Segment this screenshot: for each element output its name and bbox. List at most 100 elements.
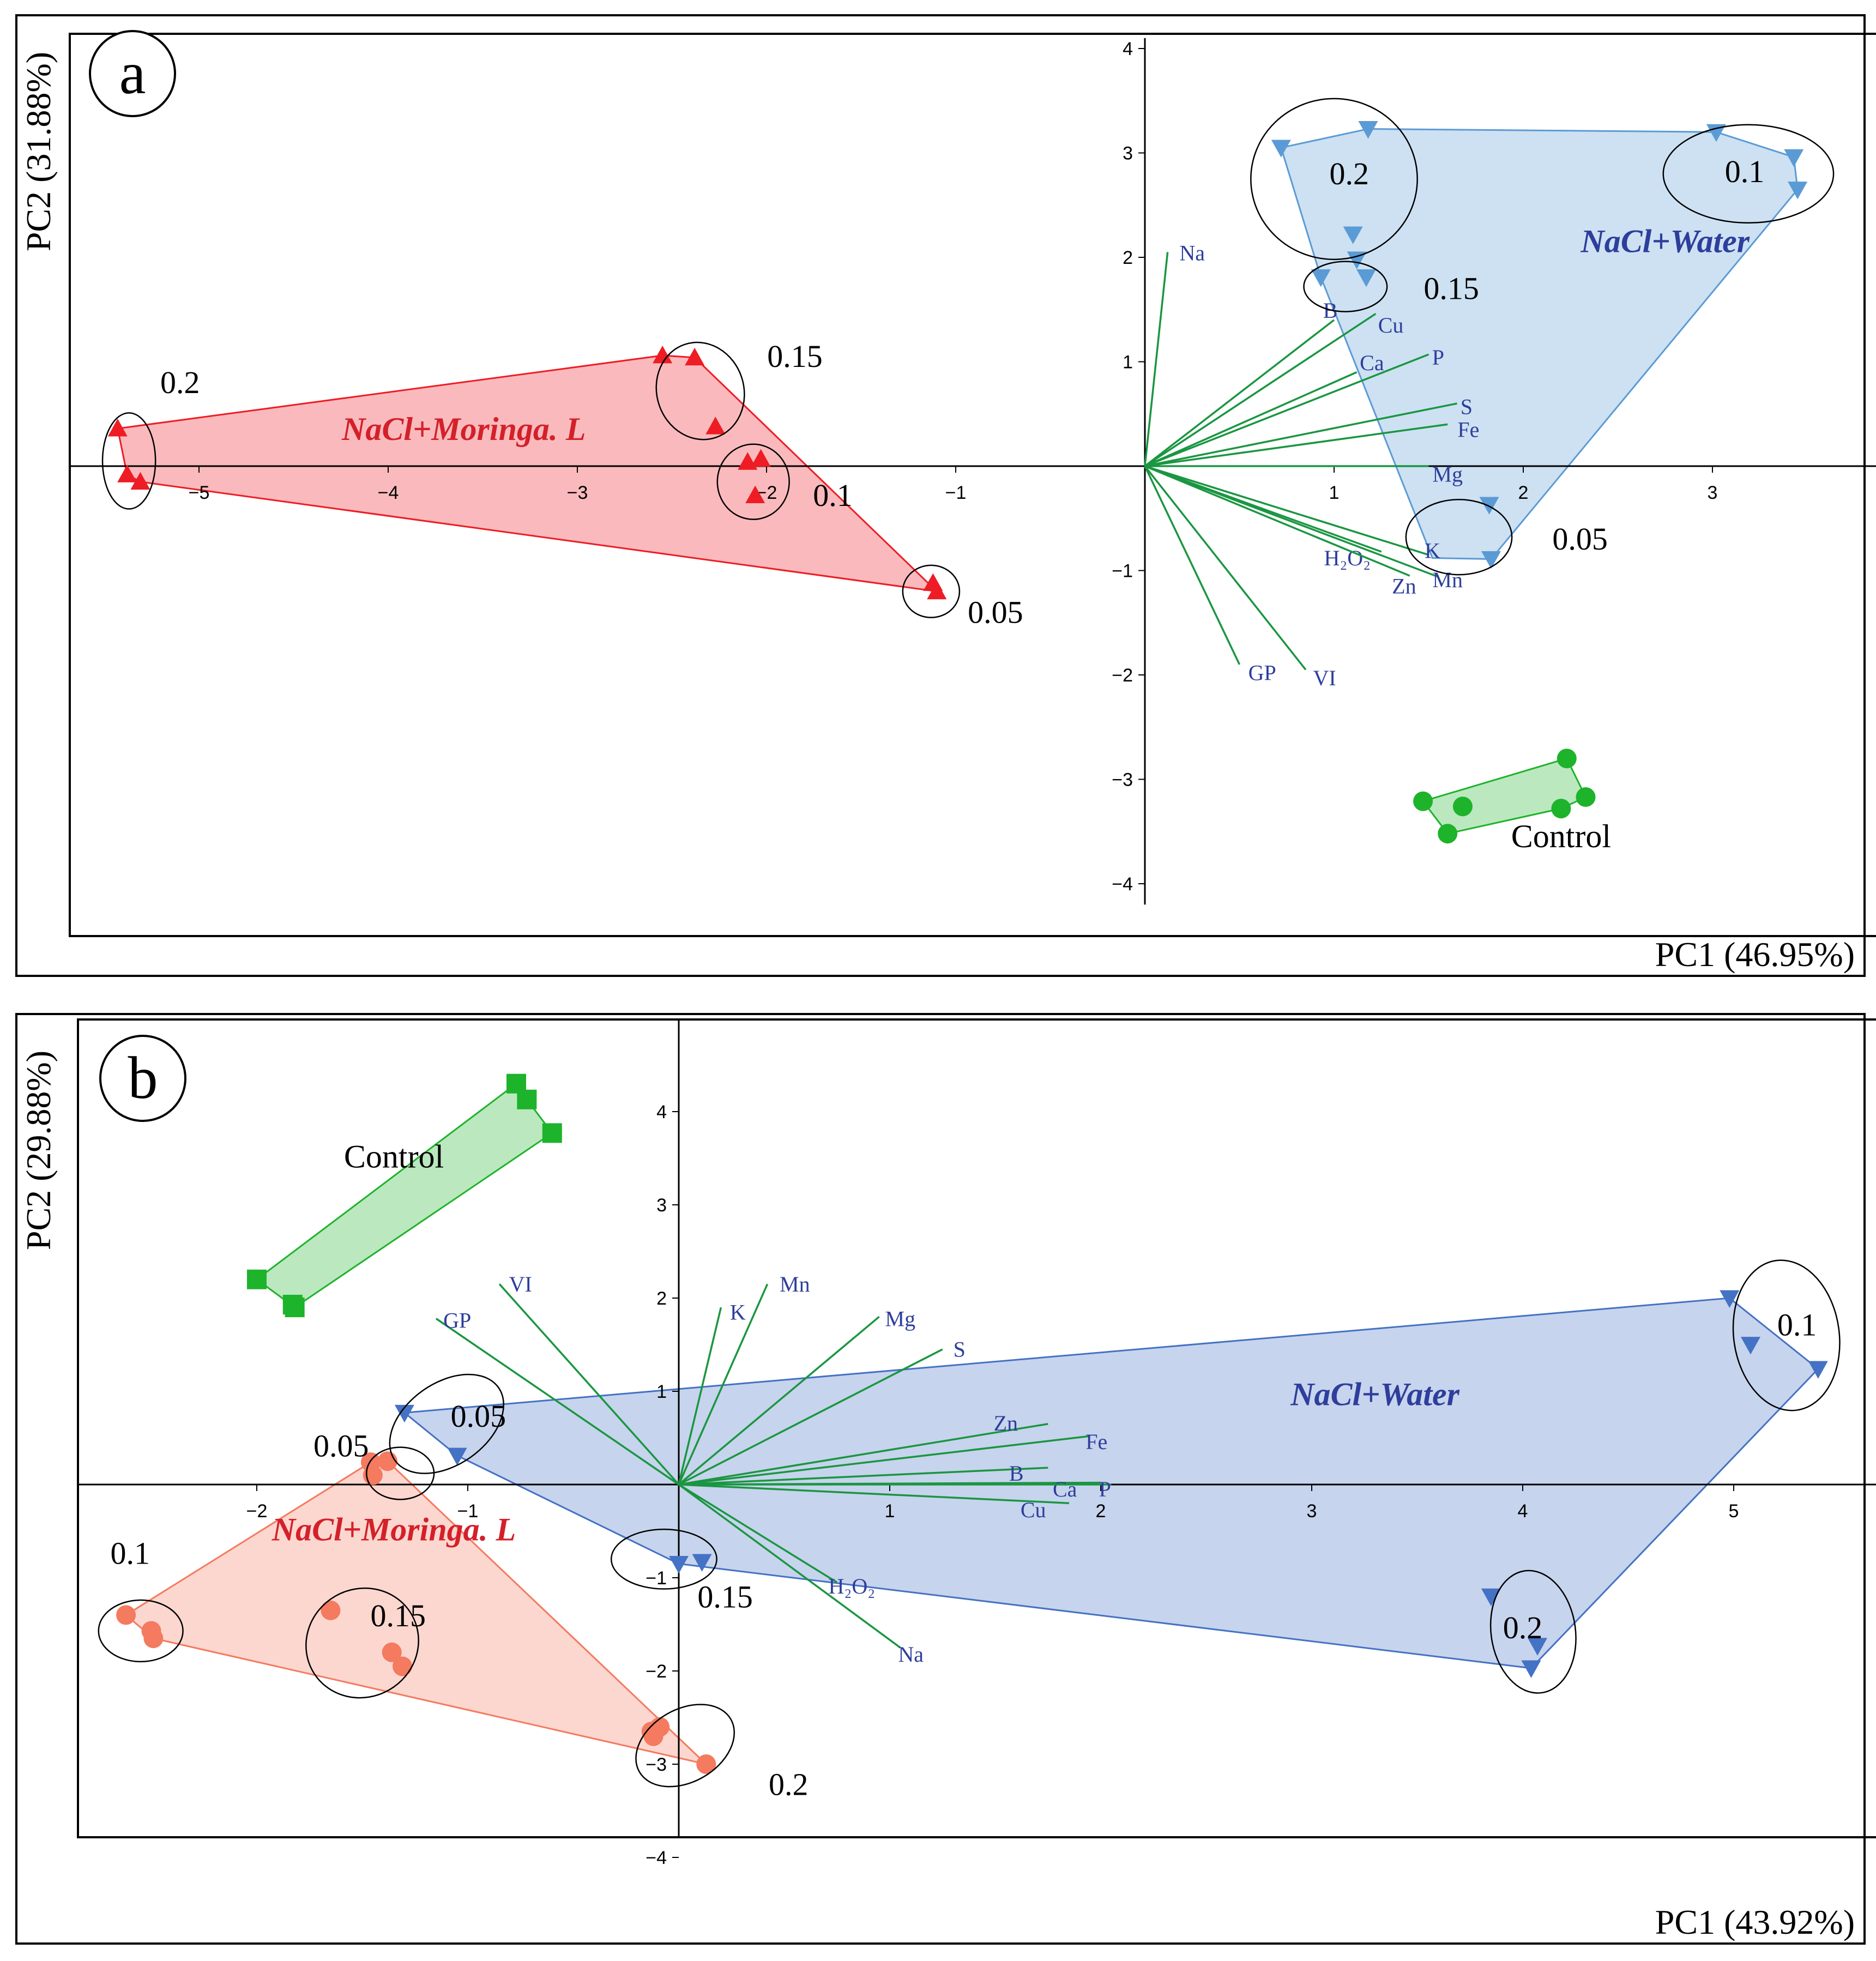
loading-vector — [1144, 465, 1410, 577]
data-point — [1706, 124, 1726, 142]
y-tick-label: 4 — [656, 1102, 667, 1123]
loading-label: S — [1461, 394, 1473, 419]
data-point — [393, 1656, 413, 1676]
hull-nacl-water — [402, 1297, 1820, 1669]
data-point — [116, 1605, 136, 1625]
data-point — [751, 449, 771, 467]
x-tick-label: 1 — [885, 1501, 895, 1522]
loading-label: H₂O₂ — [829, 1574, 876, 1598]
data-point — [669, 1555, 689, 1574]
hull-control — [255, 1082, 553, 1308]
ellipse-label: 0.2 — [1330, 156, 1370, 191]
data-point — [117, 464, 137, 482]
data-point — [285, 1298, 305, 1318]
data-point — [1521, 1660, 1541, 1678]
data-point — [394, 1404, 414, 1423]
loading-label: S — [954, 1337, 966, 1362]
loading-label: P — [1432, 345, 1444, 370]
loading-vector — [1144, 319, 1335, 467]
loading-label: Mn — [780, 1272, 810, 1296]
ellipse-label: 0.05 — [1552, 521, 1608, 557]
x-tick-label: −1 — [945, 482, 967, 503]
loading-label: P — [1099, 1477, 1111, 1501]
y-tick-label: −4 — [1112, 874, 1133, 895]
ellipse-label: 0.2 — [769, 1766, 809, 1802]
loading-vector — [678, 1467, 1048, 1486]
panel-badge — [89, 30, 176, 117]
y-tick-label: 1 — [656, 1381, 667, 1402]
x-tick-label: 3 — [1708, 482, 1718, 503]
loading-vector — [498, 1283, 680, 1486]
y-tick-label: 3 — [656, 1195, 667, 1216]
panel-badge-label: a — [119, 40, 146, 106]
data-point — [107, 419, 128, 437]
data-point — [1528, 1638, 1548, 1656]
loading-label: K — [730, 1300, 746, 1324]
loading-vector — [678, 1316, 880, 1486]
data-point — [321, 1600, 341, 1620]
loading-label: K — [1425, 539, 1440, 563]
loading-vector — [678, 1483, 901, 1649]
hull-nacl-moringa-l — [116, 354, 939, 593]
loading-label: Zn — [1392, 574, 1416, 599]
group-ellipse — [1250, 98, 1418, 261]
ellipse-label: 0.15 — [767, 339, 823, 374]
loading-vector — [1144, 465, 1439, 578]
y-tick-label: −2 — [1112, 665, 1133, 686]
group-ellipse — [1662, 124, 1835, 224]
y-tick-label: 4 — [1123, 39, 1133, 59]
loading-vector — [678, 1283, 769, 1485]
x-tick-label: −1 — [457, 1501, 479, 1522]
ellipse-label: 0.15 — [697, 1579, 753, 1615]
y-tick-label: −3 — [646, 1754, 667, 1775]
plot-frame — [69, 33, 1876, 937]
loading-label: GP — [443, 1308, 471, 1333]
group-label: Control — [344, 1139, 444, 1175]
ellipse-label: 0.15 — [371, 1598, 426, 1633]
loading-vector — [678, 1348, 943, 1486]
ellipse-label: 0.05 — [451, 1398, 506, 1434]
group-ellipse — [98, 1599, 184, 1663]
data-point — [1481, 1588, 1501, 1607]
loading-label: Na — [1179, 241, 1205, 266]
data-point — [1557, 749, 1577, 769]
ellipse-label: 0.15 — [1423, 271, 1479, 306]
x-axis-title: PC1 (43.92%) — [1655, 1903, 1855, 1941]
data-point — [1311, 269, 1331, 287]
loading-vector — [1144, 402, 1457, 467]
group-ellipse — [610, 1528, 717, 1590]
x-tick-label: −3 — [567, 482, 588, 503]
group-ellipse — [1489, 1570, 1577, 1694]
group-ellipse — [305, 1587, 419, 1699]
data-point — [1576, 787, 1596, 807]
data-point — [1452, 797, 1473, 817]
data-point — [696, 1754, 716, 1774]
x-tick-label: 2 — [1096, 1501, 1106, 1522]
ellipse-label: 0.05 — [313, 1428, 369, 1464]
data-point — [1720, 1290, 1740, 1308]
loading-vector — [678, 1423, 1048, 1486]
x-tick-label: 4 — [1518, 1501, 1528, 1522]
data-point — [653, 346, 673, 364]
data-point — [1481, 551, 1501, 569]
data-point — [1358, 121, 1378, 139]
y-tick-label: −2 — [646, 1661, 667, 1682]
loading-label: Ca — [1360, 351, 1384, 375]
y-axis-title: PC2 (31.88%) — [19, 52, 58, 251]
data-point — [1784, 149, 1804, 167]
data-point — [517, 1089, 537, 1109]
loading-vector — [1144, 353, 1429, 467]
y-tick-label: −3 — [1112, 770, 1133, 791]
loading-label: VI — [1313, 666, 1336, 690]
group-ellipse — [365, 1446, 435, 1500]
group-ellipse — [902, 564, 961, 618]
loading-label: B — [1009, 1461, 1024, 1486]
hull-nacl-water — [1280, 128, 1799, 560]
y-tick-label: −1 — [646, 1568, 667, 1589]
data-point — [745, 485, 765, 504]
y-tick-label: −1 — [1112, 561, 1133, 582]
loading-vector — [678, 1483, 1070, 1504]
loading-vector — [1144, 252, 1169, 467]
data-point — [643, 1726, 663, 1746]
